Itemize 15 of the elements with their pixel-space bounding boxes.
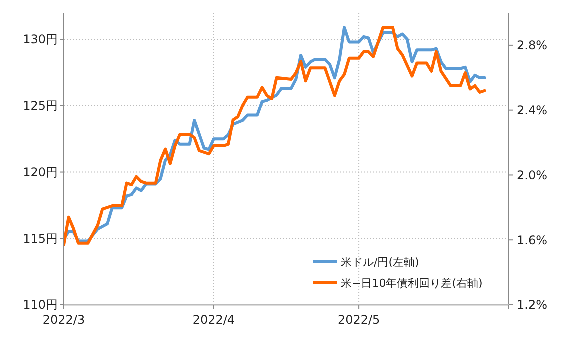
y-tick-label: 130円 (23, 32, 58, 47)
legend-label: 米ドル/円(左軸) (341, 256, 420, 269)
y-tick-label: 120円 (23, 165, 58, 180)
y2-tick-label: 1.2% (517, 298, 548, 312)
x-tick-label: 2022/5 (338, 313, 380, 327)
y2-tick-label: 1.6% (517, 233, 548, 248)
y-tick-label: 125円 (23, 99, 58, 114)
y-tick-label: 115円 (23, 232, 58, 246)
y2-tick-label: 2.4% (517, 104, 548, 118)
y-tick-label: 110円 (23, 298, 58, 312)
legend-label: 米−日10年債利回り差(右軸) (341, 276, 483, 290)
y2-tick-label: 2.8% (517, 38, 548, 53)
x-tick-label: 2022/4 (192, 313, 236, 327)
y2-tick-label: 2.0% (517, 168, 548, 182)
x-tick-label: 2022/3 (42, 313, 86, 327)
